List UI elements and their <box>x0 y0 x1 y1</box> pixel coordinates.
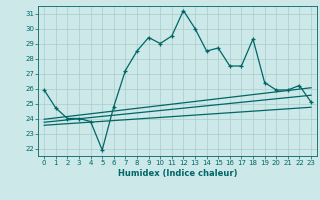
X-axis label: Humidex (Indice chaleur): Humidex (Indice chaleur) <box>118 169 237 178</box>
